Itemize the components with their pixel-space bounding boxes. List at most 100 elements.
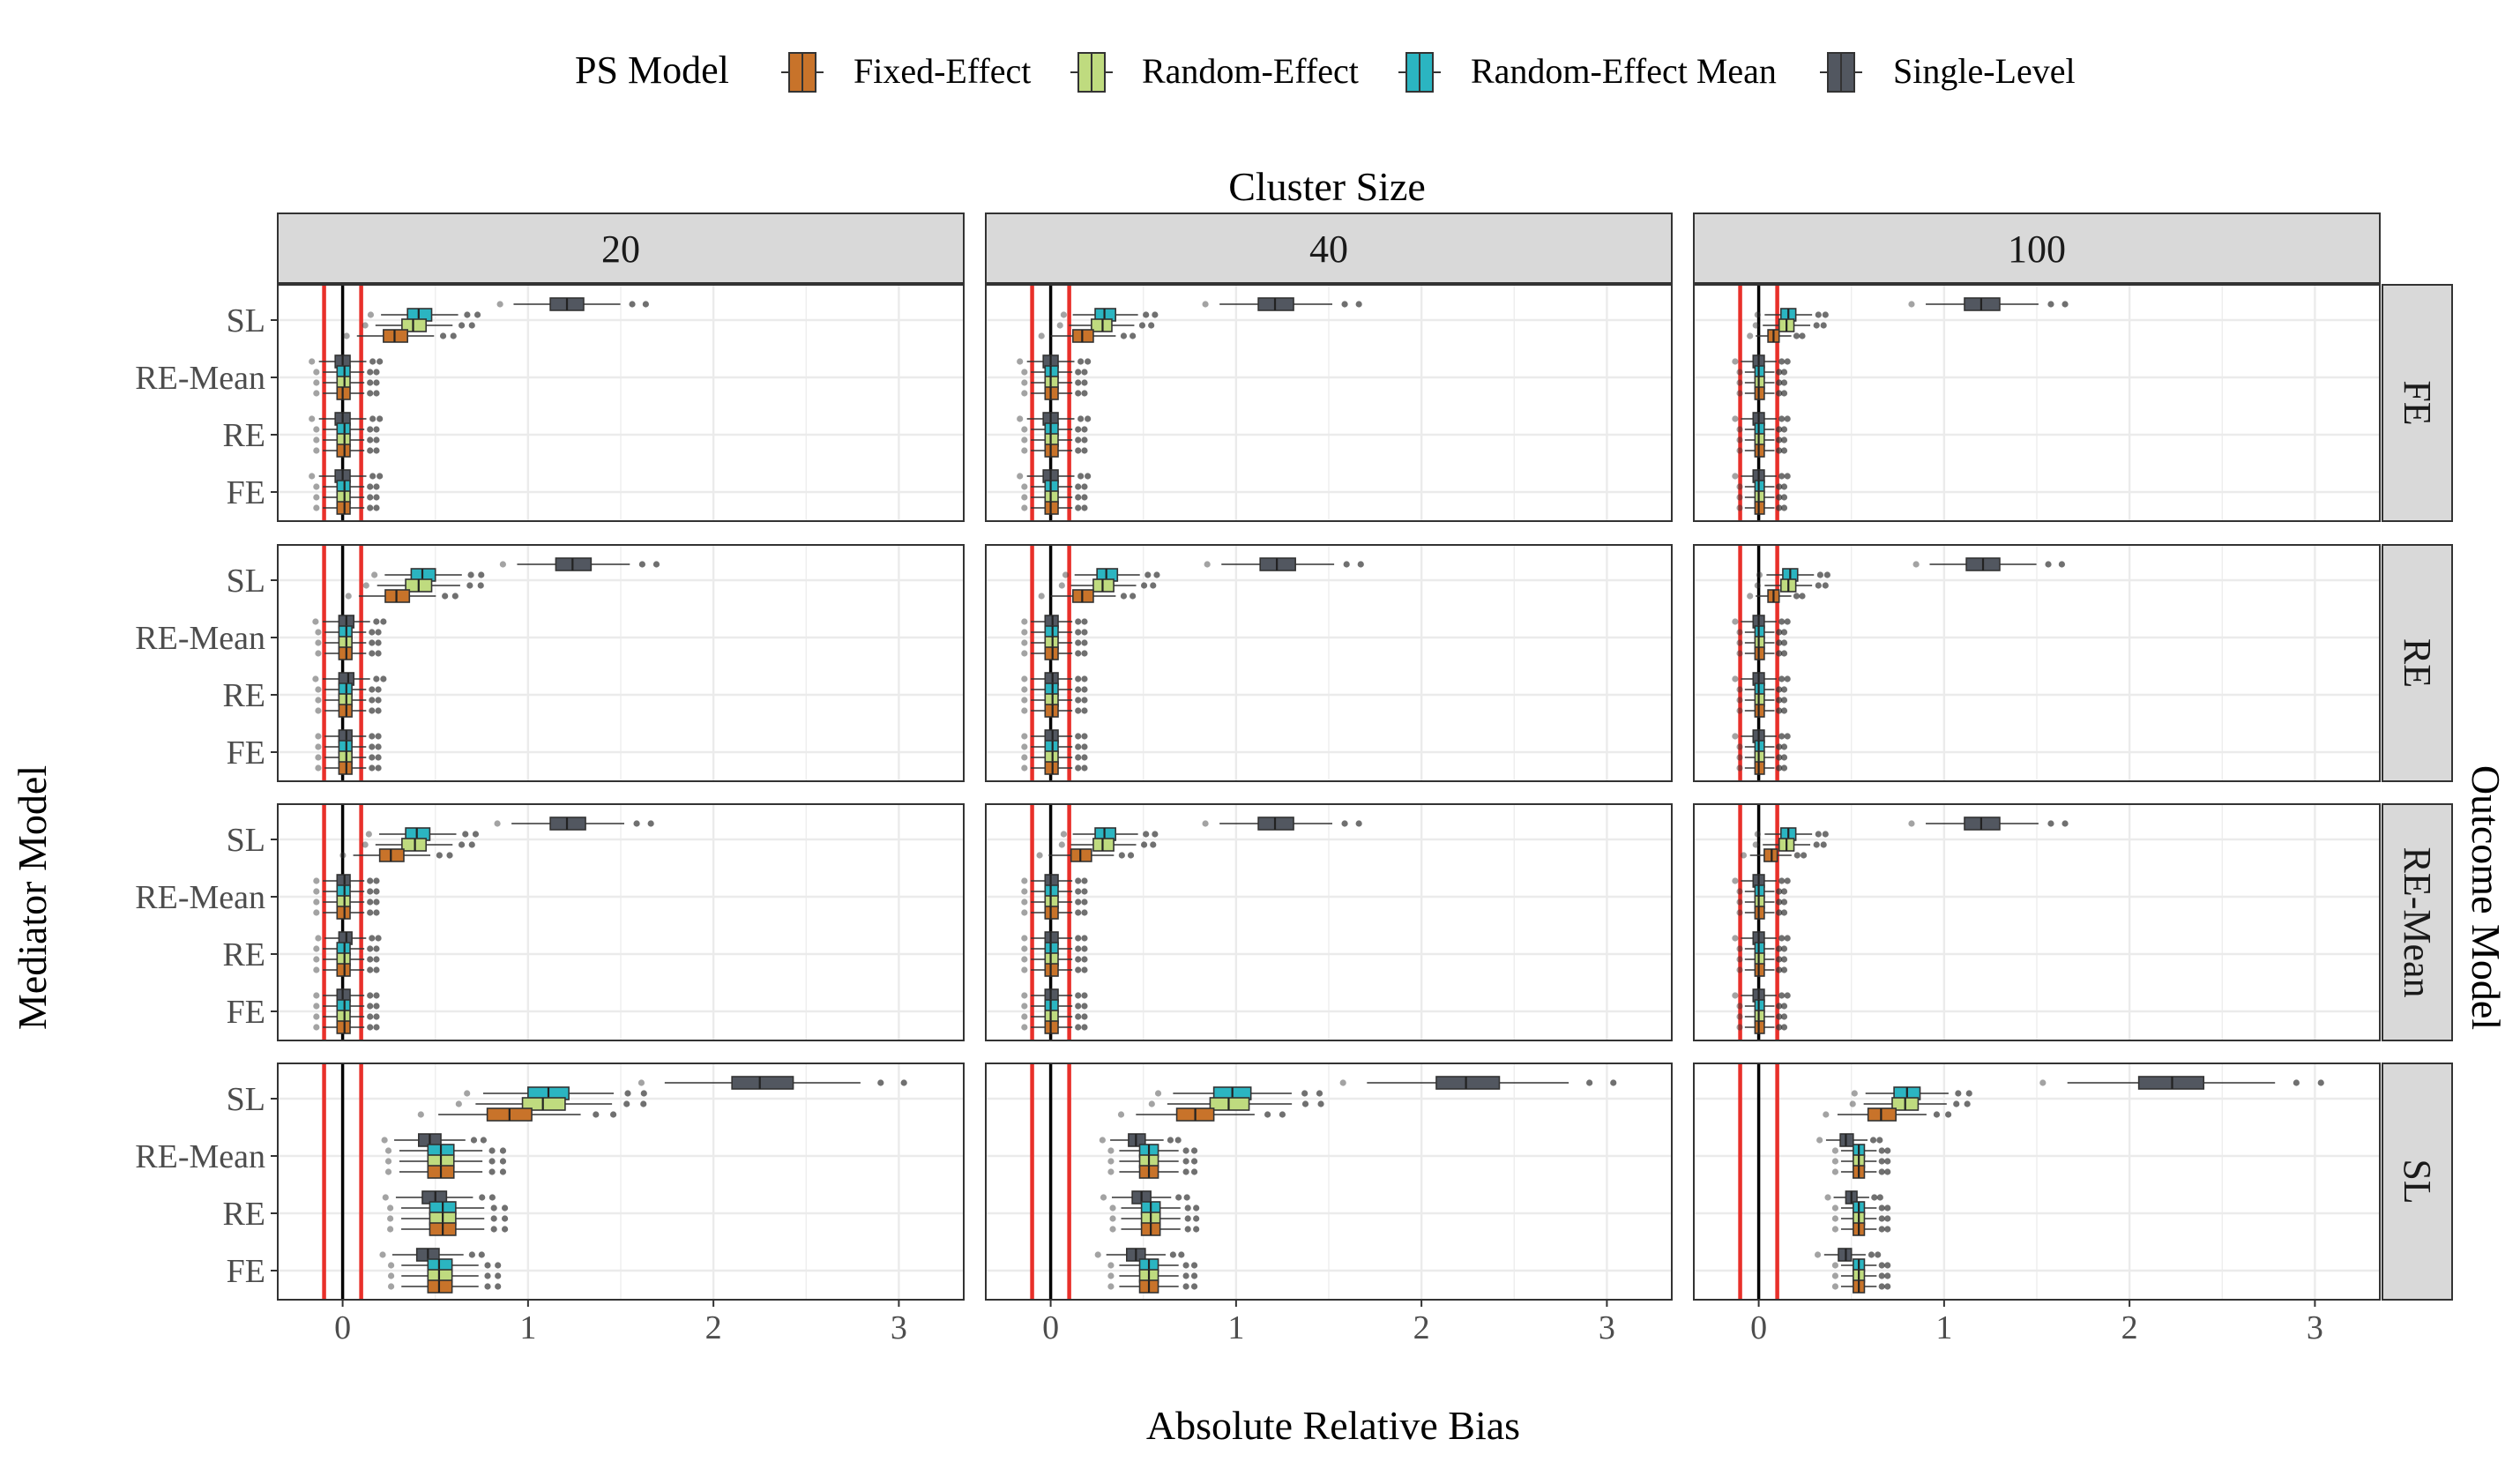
outlier-point <box>313 877 320 884</box>
box-sl-single-level <box>1202 297 1362 311</box>
box-re-mean-single-level <box>1021 874 1088 888</box>
outlier-point <box>495 1283 502 1290</box>
box-fe-fixed-effect <box>1736 1020 1788 1034</box>
outlier-point <box>1884 1215 1891 1222</box>
outlier-point <box>1878 1158 1885 1165</box>
panel-border <box>985 284 1673 522</box>
outlier-point <box>1780 1003 1788 1010</box>
outlier-point <box>367 992 374 999</box>
outlier-point <box>1075 369 1082 376</box>
outlier-point <box>1109 1204 1116 1212</box>
box-re-mean-fixed-effect <box>1021 906 1088 920</box>
outlier-point <box>367 369 374 376</box>
box-re-single-level <box>1732 931 1791 945</box>
outlier-point <box>1732 877 1739 884</box>
y-tick-label-fe: FE <box>227 474 265 511</box>
x-tick-label: 0 <box>1750 1309 1767 1346</box>
box-re-fixed-effect <box>313 444 380 458</box>
outlier-point <box>313 483 320 490</box>
outlier-point <box>1736 447 1743 454</box>
outlier-point <box>1780 956 1788 963</box>
box-fe-random-effect <box>1831 1269 1891 1283</box>
outlier-point <box>1085 358 1092 365</box>
outlier-point <box>1038 332 1045 339</box>
outlier-point <box>1878 1272 1885 1279</box>
outlier-point <box>1831 1147 1839 1154</box>
outlier-point <box>1355 820 1362 827</box>
outlier-point <box>313 945 320 952</box>
box-fe-single-level <box>379 1248 485 1262</box>
outlier-point <box>1152 831 1159 838</box>
outlier-point <box>1081 966 1088 973</box>
outlier-point <box>375 733 382 740</box>
box-re-mean-random-effect <box>1021 895 1088 909</box>
box-re-single-level <box>1824 1190 1883 1204</box>
outlier-point <box>1816 571 1824 578</box>
panel-border <box>1693 1063 2381 1301</box>
box-fe-single-level <box>309 469 384 483</box>
column-strip-100 <box>1693 213 2381 284</box>
outlier-point <box>1316 1090 1323 1097</box>
box-re-mean-random-effect-mean <box>313 365 380 379</box>
box-fe-fixed-effect <box>387 1279 502 1294</box>
box-sl-single-level <box>637 1076 907 1090</box>
outlier-point <box>1815 582 1822 589</box>
outlier-point <box>1776 697 1783 704</box>
outlier-point <box>1955 1090 1962 1097</box>
panel-border <box>1693 284 2381 522</box>
outlier-point <box>1747 593 1754 600</box>
outlier-point <box>1075 436 1082 444</box>
outlier-point <box>1732 675 1739 682</box>
outlier-point <box>1148 1100 1155 1107</box>
outlier-point <box>313 909 320 916</box>
outlier-point <box>1793 852 1801 859</box>
panel-border <box>277 284 965 522</box>
outlier-point <box>499 1168 507 1175</box>
legend-label-single-level: Single-Level <box>1893 51 2076 91</box>
outlier-point <box>1021 899 1028 906</box>
x-axis-title: Absolute Relative Bias <box>1146 1403 1520 1448</box>
x-tick-label: 3 <box>2307 1309 2323 1346</box>
box-fe-single-level <box>1814 1248 1882 1262</box>
outlier-point <box>2061 820 2069 827</box>
outlier-point <box>1058 841 1065 848</box>
outlier-point <box>1878 1262 1885 1269</box>
x-tick-label: 3 <box>1599 1309 1615 1346</box>
box-fe-fixed-effect <box>1021 1020 1088 1034</box>
outlier-point <box>1021 945 1028 952</box>
box-sl-random-effect <box>1058 838 1157 852</box>
outlier-point <box>367 909 374 916</box>
outlier-point <box>1754 311 1761 318</box>
outlier-point <box>1780 754 1788 761</box>
outlier-point <box>1081 877 1088 884</box>
outlier-point <box>1824 1194 1831 1201</box>
outlier-point <box>1174 1137 1182 1144</box>
outlier-point <box>1167 1137 1174 1144</box>
outlier-point <box>1021 1013 1028 1020</box>
outlier-point <box>1884 1262 1891 1269</box>
panel-border <box>985 544 1673 782</box>
outlier-point <box>1814 1251 1822 1258</box>
box-re-single-level <box>1100 1190 1190 1204</box>
outlier-point <box>1831 1262 1839 1269</box>
outlier-point <box>387 1272 395 1279</box>
outlier-point <box>1586 1079 1593 1086</box>
row-strip-label-re: RE <box>2396 638 2439 688</box>
outlier-point <box>1780 379 1788 386</box>
outlier-point <box>369 935 376 942</box>
outlier-point <box>1868 1251 1875 1258</box>
outlier-point <box>373 888 380 895</box>
outlier-point <box>1099 1137 1106 1144</box>
outlier-point <box>439 332 447 339</box>
outlier-point <box>1778 618 1786 625</box>
box-fe-fixed-effect <box>313 1020 380 1034</box>
outlier-point <box>1021 504 1028 511</box>
outlier-point <box>1776 494 1783 501</box>
outlier-point <box>1736 686 1743 693</box>
box-sl-fixed-effect <box>417 1107 617 1122</box>
box-re-mean-random-effect <box>384 1154 507 1168</box>
outlier-point <box>1778 675 1786 682</box>
outlier-point <box>315 697 322 704</box>
outlier-point <box>367 899 374 906</box>
box-re-mean-fixed-effect <box>384 1165 507 1179</box>
